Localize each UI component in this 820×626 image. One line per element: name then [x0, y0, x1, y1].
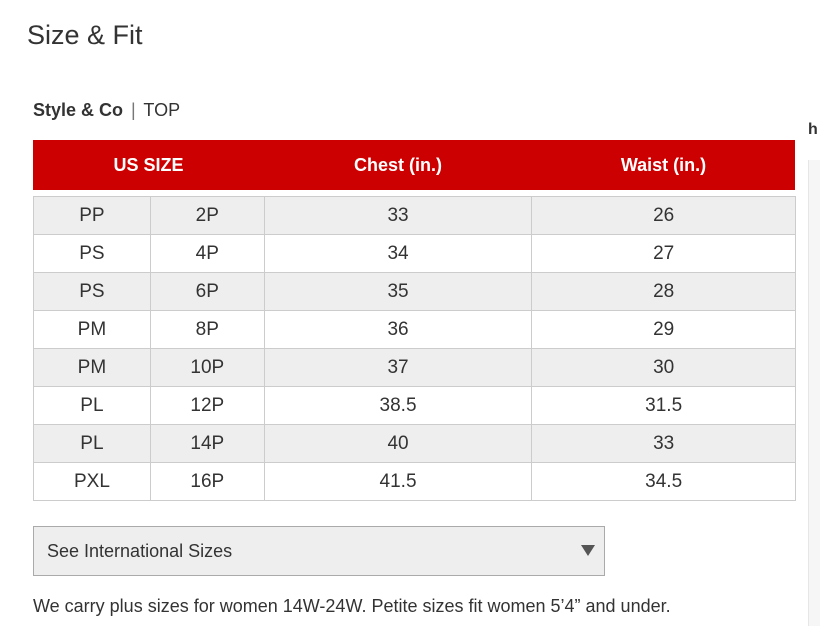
cell-letter-size: PM [33, 348, 151, 387]
clipped-side-panel [808, 160, 820, 626]
cell-number-size: 10P [149, 348, 265, 387]
table-row: PXL 16P 41.5 34.5 [33, 462, 796, 501]
international-sizes-label: See International Sizes [47, 540, 233, 561]
cell-chest: 36 [263, 310, 533, 349]
table-row: PM 10P 37 30 [33, 348, 796, 387]
size-footnote: We carry plus sizes for women 14W-24W. P… [33, 596, 671, 616]
cell-chest: 35 [263, 272, 533, 311]
brand-category: TOP [143, 100, 181, 120]
cell-letter-size: PP [33, 196, 151, 235]
dropdown-arrow-icon [581, 545, 595, 556]
size-table: PP 2P 33 26 PS 4P 34 27 PS 6P 35 28 PM 8… [33, 196, 796, 501]
cell-waist: 29 [531, 310, 796, 349]
table-row: PM 8P 36 29 [33, 310, 796, 349]
brand-separator: | [131, 100, 136, 120]
cell-letter-size: PL [33, 424, 151, 463]
cell-number-size: 14P [149, 424, 265, 463]
header-us-size: US SIZE [113, 154, 184, 175]
brand-subtitle: Style & Co | TOP [33, 100, 180, 121]
table-row: PP 2P 33 26 [33, 196, 796, 235]
cell-chest: 37 [263, 348, 533, 387]
cell-letter-size: PS [33, 234, 151, 273]
cell-number-size: 6P [149, 272, 265, 311]
cell-letter-size: PXL [33, 462, 151, 501]
cell-number-size: 12P [149, 386, 265, 425]
cell-number-size: 8P [149, 310, 265, 349]
cell-number-size: 4P [149, 234, 265, 273]
cell-chest: 41.5 [263, 462, 533, 501]
brand-name: Style & Co [33, 100, 124, 120]
header-chest: Chest (in.) [354, 154, 442, 175]
cell-chest: 33 [263, 196, 533, 235]
international-sizes-select[interactable]: See International Sizes [33, 526, 605, 576]
clipped-heading: h [808, 121, 818, 138]
page-title: Size & Fit [27, 20, 143, 50]
cell-chest: 38.5 [263, 386, 533, 425]
cell-chest: 40 [263, 424, 533, 463]
table-row: PL 14P 40 33 [33, 424, 796, 463]
cell-waist: 31.5 [531, 386, 796, 425]
cell-waist: 30 [531, 348, 796, 387]
cell-letter-size: PS [33, 272, 151, 311]
header-waist: Waist (in.) [620, 154, 707, 175]
table-row: PS 6P 35 28 [33, 272, 796, 311]
table-row: PS 4P 34 27 [33, 234, 796, 273]
cell-letter-size: PM [33, 310, 151, 349]
cell-number-size: 16P [149, 462, 265, 501]
cell-waist: 34.5 [531, 462, 796, 501]
cell-chest: 34 [263, 234, 533, 273]
cell-number-size: 2P [149, 196, 265, 235]
cell-waist: 28 [531, 272, 796, 311]
cell-waist: 26 [531, 196, 796, 235]
table-row: PL 12P 38.5 31.5 [33, 386, 796, 425]
size-table-header: US SIZE Chest (in.) Waist (in.) [33, 140, 795, 190]
cell-waist: 33 [531, 424, 796, 463]
cell-letter-size: PL [33, 386, 151, 425]
cell-waist: 27 [531, 234, 796, 273]
